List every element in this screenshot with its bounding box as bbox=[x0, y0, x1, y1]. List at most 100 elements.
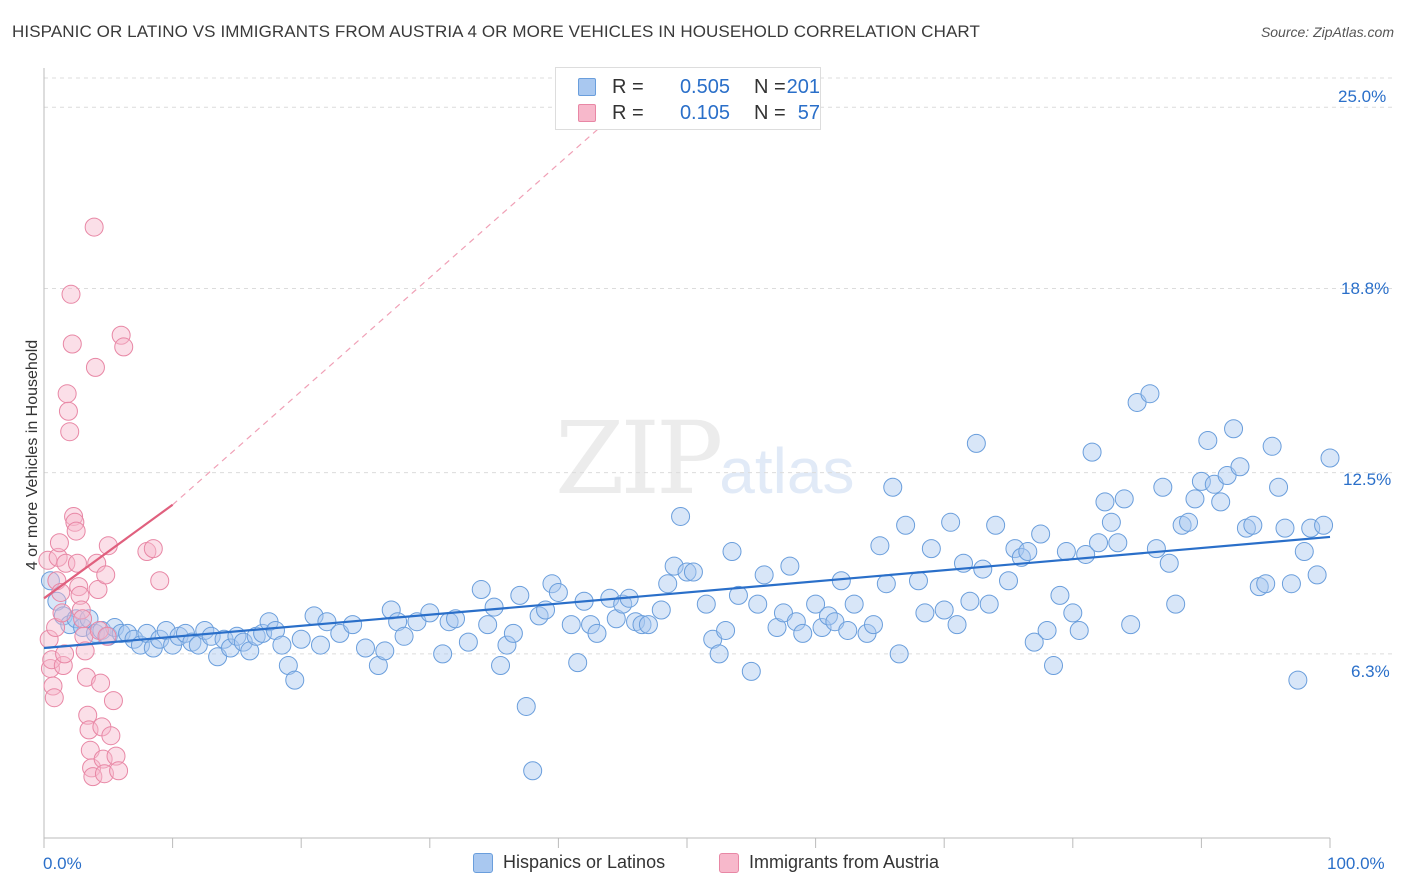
point-austria bbox=[91, 673, 111, 693]
point-hispanic bbox=[632, 615, 652, 635]
point-hispanic bbox=[291, 629, 311, 649]
legend-r-value: 0.505 bbox=[679, 76, 730, 98]
point-hispanic bbox=[1243, 515, 1263, 535]
point-hispanic bbox=[285, 670, 305, 690]
legend-n-label: N = bbox=[754, 76, 786, 98]
point-hispanic bbox=[863, 615, 883, 635]
point-hispanic bbox=[786, 612, 806, 632]
point-austria bbox=[85, 357, 105, 377]
point-hispanic bbox=[1146, 539, 1166, 559]
point-hispanic bbox=[497, 635, 517, 655]
point-hispanic bbox=[1101, 512, 1121, 532]
point-austria bbox=[64, 506, 84, 526]
point-austria bbox=[114, 337, 134, 357]
point-hispanic bbox=[1153, 477, 1173, 497]
point-hispanic bbox=[471, 580, 491, 600]
point-austria bbox=[111, 325, 131, 345]
point-hispanic bbox=[1211, 492, 1231, 512]
source-label: Source: ZipAtlas.com bbox=[1260, 24, 1394, 40]
point-austria bbox=[94, 764, 114, 784]
point-austria bbox=[109, 761, 129, 781]
point-austria bbox=[143, 539, 163, 559]
point-hispanic bbox=[741, 661, 761, 681]
point-hispanic bbox=[748, 594, 768, 614]
x-axis-min-label: 0.0% bbox=[43, 854, 82, 873]
point-austria bbox=[150, 571, 170, 591]
chart-title: HISPANIC OR LATINO VS IMMIGRANTS FROM AU… bbox=[12, 22, 980, 41]
point-hispanic bbox=[1224, 419, 1244, 439]
point-hispanic bbox=[651, 600, 671, 620]
point-hispanic bbox=[1294, 542, 1314, 562]
point-hispanic bbox=[310, 635, 330, 655]
point-hispanic bbox=[548, 582, 568, 602]
point-austria bbox=[103, 691, 123, 711]
x-axis-max-label: 100.0% bbox=[1327, 854, 1385, 873]
point-austria bbox=[57, 384, 77, 404]
point-hispanic bbox=[516, 696, 536, 716]
point-austria bbox=[62, 334, 82, 354]
legend-r-value: 0.105 bbox=[679, 102, 730, 124]
point-hispanic bbox=[458, 632, 478, 652]
point-hispanic bbox=[478, 615, 498, 635]
point-hispanic bbox=[1063, 603, 1083, 623]
point-hispanic bbox=[587, 623, 607, 643]
point-austria bbox=[73, 609, 93, 629]
point-hispanic bbox=[638, 615, 658, 635]
trendline-austria bbox=[43, 503, 174, 600]
point-hispanic bbox=[1301, 518, 1321, 538]
point-hispanic bbox=[1089, 533, 1109, 553]
point-hispanic bbox=[960, 591, 980, 611]
point-austria bbox=[66, 521, 86, 541]
point-austria bbox=[84, 217, 104, 237]
y-tick-label-25: 25.0% bbox=[1338, 87, 1387, 106]
point-hispanic bbox=[561, 615, 581, 635]
point-austria bbox=[61, 284, 81, 304]
point-austria bbox=[96, 565, 116, 585]
point-hispanic bbox=[394, 626, 414, 646]
point-hispanic bbox=[780, 556, 800, 576]
point-hispanic bbox=[1044, 656, 1064, 676]
trendline-hispanic bbox=[43, 535, 1331, 650]
point-hispanic bbox=[921, 539, 941, 559]
point-hispanic bbox=[1082, 442, 1102, 462]
y-tick-label-12-5: 12.5% bbox=[1343, 470, 1392, 489]
point-hispanic bbox=[870, 536, 890, 556]
legend-r-label: R = bbox=[612, 102, 644, 124]
point-austria bbox=[58, 401, 78, 421]
point-hispanic bbox=[947, 615, 967, 635]
point-hispanic bbox=[671, 506, 691, 526]
point-hispanic bbox=[503, 623, 523, 643]
point-hispanic bbox=[658, 574, 678, 594]
point-hispanic bbox=[664, 556, 684, 576]
point-hispanic bbox=[754, 565, 774, 585]
point-hispanic bbox=[1024, 632, 1044, 652]
point-hispanic bbox=[966, 433, 986, 453]
point-hispanic bbox=[1185, 489, 1205, 509]
point-hispanic bbox=[568, 653, 588, 673]
point-hispanic bbox=[343, 615, 363, 635]
point-hispanic bbox=[889, 644, 909, 664]
point-hispanic bbox=[806, 594, 826, 614]
point-hispanic bbox=[896, 515, 916, 535]
point-austria bbox=[52, 603, 72, 623]
point-hispanic bbox=[1018, 542, 1038, 562]
legend-n-label: N = bbox=[754, 102, 786, 124]
point-hispanic bbox=[999, 571, 1018, 591]
point-hispanic bbox=[979, 594, 999, 614]
correlation-legend: R = 0.505 N = 201 R = 0.105 N = 57 bbox=[555, 67, 821, 130]
point-hispanic bbox=[446, 609, 466, 629]
bottom-legend-swatch-hispanic bbox=[473, 853, 493, 873]
legend-swatch-austria bbox=[578, 104, 596, 122]
point-hispanic bbox=[677, 562, 697, 582]
point-hispanic bbox=[433, 644, 453, 664]
point-hispanic bbox=[1275, 518, 1295, 538]
point-hispanic bbox=[844, 594, 864, 614]
legend-r-label: R = bbox=[612, 76, 644, 98]
legend-n-value: 201 bbox=[786, 76, 820, 98]
point-hispanic bbox=[375, 641, 395, 661]
point-austria bbox=[48, 547, 68, 567]
point-hispanic bbox=[696, 594, 716, 614]
point-hispanic bbox=[220, 638, 240, 658]
point-hispanic bbox=[838, 620, 858, 640]
